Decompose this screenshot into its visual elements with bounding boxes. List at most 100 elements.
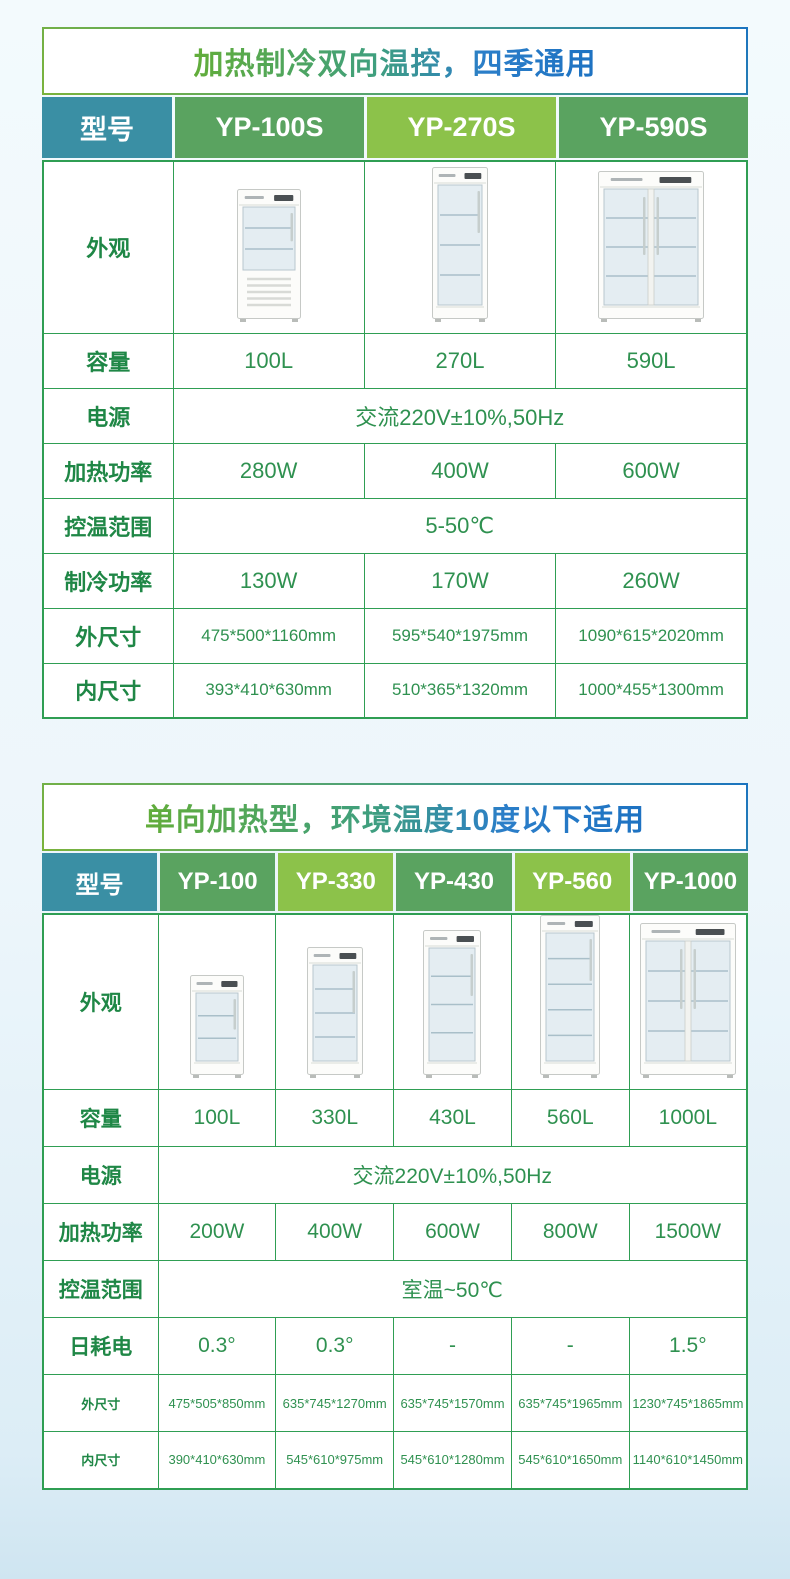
table1-title: 加热制冷双向温控，四季通用: [194, 39, 597, 83]
table2-header-yp-100: YP-100: [160, 853, 276, 911]
value-cell: 545*610*1280mm: [393, 1431, 512, 1489]
table-row: 外尺寸 475*500*1160mm 595*540*1975mm 1090*6…: [42, 607, 748, 664]
value-cell: 270L: [363, 332, 557, 389]
value-cell: 390*410*630mm: [157, 1431, 277, 1489]
value-cell: 330L: [275, 1089, 395, 1147]
spec-table-heating-only: 单向加热型，环境温度10度以下适用 型号 YP-100 YP-330 YP-43…: [42, 783, 749, 1490]
row-label-internal-size: 内尺寸: [42, 662, 174, 719]
table2-title-box: 单向加热型，环境温度10度以下适用: [42, 783, 748, 851]
product-image-yp-430: [394, 930, 511, 1089]
value-cell: 1090*615*2020mm: [555, 607, 748, 664]
value-cell: 800W: [510, 1203, 630, 1261]
value-cell: 260W: [555, 552, 748, 609]
product-image-yp-100: [159, 975, 276, 1089]
row-label-appearance: 外观: [42, 913, 159, 1090]
row-label-temp-range: 控温范围: [42, 1260, 159, 1318]
row-label-internal-size: 内尺寸: [42, 1431, 159, 1489]
value-cell: 100L: [157, 1089, 277, 1147]
value-cell: 0.3°: [275, 1317, 395, 1375]
value-cell: 545*610*1650mm: [510, 1431, 630, 1489]
value-cell-span: 交流220V±10%,50Hz: [172, 387, 748, 444]
table1-model-header-row: 型号 YP-100S YP-270S YP-590S: [42, 97, 748, 158]
value-cell: 595*540*1975mm: [363, 607, 557, 664]
value-cell: 130W: [172, 552, 365, 609]
value-cell: 170W: [363, 552, 557, 609]
table-row: 控温范围 5-50℃: [42, 497, 748, 554]
value-cell: 1500W: [628, 1203, 748, 1261]
value-cell: 600W: [555, 442, 748, 499]
value-cell: 560L: [510, 1089, 630, 1147]
table2-model-header-row: 型号 YP-100 YP-330 YP-430 YP-560 YP-1000: [42, 853, 749, 911]
row-label-external-size: 外尺寸: [42, 607, 174, 664]
value-cell: 0.3°: [157, 1317, 277, 1375]
value-cell: -: [393, 1317, 512, 1375]
value-cell: 400W: [275, 1203, 395, 1261]
product-image-yp-1000: [630, 923, 746, 1089]
row-label-capacity: 容量: [42, 1089, 159, 1147]
table-row: 制冷功率 130W 170W 260W: [42, 552, 748, 609]
table2-header-yp-430: YP-430: [396, 853, 512, 911]
table2-header-yp-330: YP-330: [278, 853, 394, 911]
table-row: 容量 100L 270L 590L: [42, 332, 748, 389]
value-cell: 393*410*630mm: [172, 662, 365, 719]
value-cell-span: 交流220V±10%,50Hz: [157, 1146, 748, 1204]
table-row: 内尺寸 390*410*630mm 545*610*975mm 545*610*…: [42, 1431, 748, 1489]
product-image-yp-330: [276, 947, 393, 1089]
table2-header-yp-1000: YP-1000: [632, 853, 749, 911]
table1-header-model-label: 型号: [42, 97, 172, 158]
table2-body: 外观: [42, 913, 748, 1490]
value-cell: 430L: [393, 1089, 512, 1147]
table-row: 内尺寸 393*410*630mm 510*365*1320mm 1000*45…: [42, 662, 748, 719]
table-row: 电源 交流220V±10%,50Hz: [42, 1146, 748, 1204]
table-row: 日耗电 0.3° 0.3° - - 1.5°: [42, 1317, 748, 1375]
table-row: 外尺寸 475*505*850mm 635*745*1270mm 635*745…: [42, 1374, 748, 1432]
table-row: 加热功率 200W 400W 600W 800W 1500W: [42, 1203, 748, 1261]
value-cell: 1230*745*1865mm: [628, 1374, 748, 1432]
table-row: 电源 交流220V±10%,50Hz: [42, 387, 748, 444]
product-image-yp-560: [512, 915, 629, 1089]
table1-title-box: 加热制冷双向温控，四季通用: [42, 27, 748, 95]
product-image-yp-100s: [174, 188, 364, 333]
value-cell: 510*365*1320mm: [363, 662, 557, 719]
value-cell: 600W: [393, 1203, 512, 1261]
row-label-cooling-power: 制冷功率: [42, 552, 174, 609]
row-label-power-supply: 电源: [42, 387, 174, 444]
table2-header-yp-560: YP-560: [514, 853, 630, 911]
row-label-heating-power: 加热功率: [42, 442, 174, 499]
value-cell: 1.5°: [628, 1317, 748, 1375]
table1-header-yp-270s: YP-270S: [367, 97, 556, 158]
value-cell: 1000*455*1300mm: [555, 662, 748, 719]
row-label-power-supply: 电源: [42, 1146, 159, 1204]
value-cell: 200W: [157, 1203, 277, 1261]
spec-table-dual-temp: 加热制冷双向温控，四季通用 型号 YP-100S YP-270S YP-590S…: [42, 27, 748, 719]
product-image-yp-270s: [365, 166, 555, 333]
table-row: 控温范围 室温~50℃: [42, 1260, 748, 1318]
value-cell: 1140*610*1450mm: [628, 1431, 748, 1489]
table-row: 外观: [42, 160, 748, 334]
value-cell-span: 室温~50℃: [157, 1260, 748, 1318]
table1-header-yp-590s: YP-590S: [559, 97, 748, 158]
value-cell: 635*745*1965mm: [510, 1374, 630, 1432]
table2-header-model-label: 型号: [42, 853, 157, 911]
value-cell: 280W: [172, 442, 365, 499]
table1-body: 外观 容量 100L: [42, 160, 748, 719]
value-cell: 1000L: [628, 1089, 748, 1147]
row-label-heating-power: 加热功率: [42, 1203, 159, 1261]
value-cell: -: [510, 1317, 630, 1375]
table-row: 加热功率 280W 400W 600W: [42, 442, 748, 499]
value-cell: 475*500*1160mm: [172, 607, 365, 664]
value-cell: 590L: [555, 332, 748, 389]
value-cell: 635*745*1570mm: [393, 1374, 512, 1432]
value-cell: 100L: [172, 332, 365, 389]
value-cell: 400W: [363, 442, 557, 499]
table-row: 外观: [42, 913, 748, 1090]
value-cell: 545*610*975mm: [275, 1431, 395, 1489]
row-label-external-size: 外尺寸: [42, 1374, 159, 1432]
row-label-appearance: 外观: [42, 160, 174, 334]
value-cell: 635*745*1270mm: [275, 1374, 395, 1432]
value-cell: 475*505*850mm: [157, 1374, 277, 1432]
table1-header-yp-100s: YP-100S: [175, 97, 364, 158]
table-row: 容量 100L 330L 430L 560L 1000L: [42, 1089, 748, 1147]
row-label-temp-range: 控温范围: [42, 497, 174, 554]
